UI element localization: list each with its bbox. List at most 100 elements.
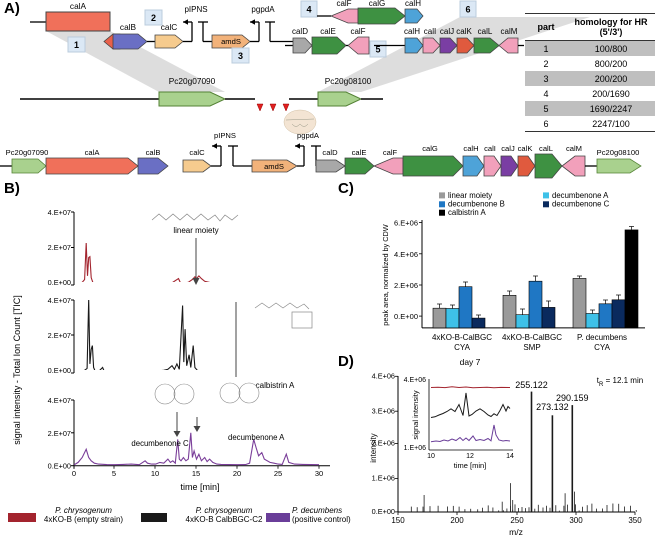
svg-text:4.E+06: 4.E+06 [404, 377, 426, 384]
svg-text:calF: calF [336, 0, 351, 8]
svg-text:calB: calB [120, 22, 137, 32]
svg-text:calJ: calJ [501, 144, 515, 153]
svg-text:14: 14 [506, 453, 514, 460]
svg-text:20: 20 [233, 469, 241, 478]
svg-text:intensity: intensity [369, 433, 378, 462]
svg-text:calH: calH [404, 27, 420, 36]
svg-text:calF: calF [350, 27, 365, 36]
svg-text:calL: calL [478, 27, 493, 36]
svg-text:4xKO-B-CalBGC: 4xKO-B-CalBGC [502, 333, 562, 342]
svg-text:pIPNS: pIPNS [214, 131, 236, 140]
svg-text:300: 300 [569, 516, 583, 525]
svg-text:calA: calA [70, 1, 87, 11]
svg-text:0.E+00: 0.E+00 [48, 366, 71, 375]
svg-text:350: 350 [628, 516, 642, 525]
svg-text:signal intensity: signal intensity [411, 390, 420, 439]
svg-text:4.E+06: 4.E+06 [372, 372, 395, 381]
svg-text:273.132: 273.132 [536, 402, 569, 412]
svg-text:4: 4 [306, 5, 311, 15]
svg-text:30: 30 [315, 469, 323, 478]
svg-text:calG: calG [422, 144, 438, 153]
svg-text:SMP: SMP [523, 343, 540, 352]
svg-text:4.E+07: 4.E+07 [48, 208, 71, 217]
svg-text:calD: calD [292, 27, 308, 36]
svg-text:calbistrin A: calbistrin A [256, 381, 295, 390]
svg-text:2.E+06: 2.E+06 [394, 281, 418, 290]
svg-text:6.E+06: 6.E+06 [394, 219, 418, 228]
svg-text:0.E+00: 0.E+00 [372, 507, 395, 516]
svg-text:150: 150 [391, 516, 405, 525]
svg-text:1: 1 [74, 40, 79, 50]
svg-text:decumbenone C: decumbenone C [552, 200, 610, 209]
svg-text:linear moiety: linear moiety [173, 226, 218, 235]
svg-text:calM: calM [501, 27, 518, 36]
svg-text:calB: calB [146, 148, 161, 157]
svg-text:Pc20g07090: Pc20g07090 [169, 76, 216, 86]
svg-text:amdS: amdS [264, 162, 284, 171]
svg-text:CYA: CYA [454, 343, 471, 352]
svg-text:day 7: day 7 [460, 357, 481, 367]
svg-text:calF: calF [383, 148, 398, 157]
svg-text:2: 2 [151, 13, 156, 23]
svg-text:5: 5 [112, 469, 116, 478]
svg-text:0: 0 [72, 469, 76, 478]
svg-text:calE: calE [320, 27, 336, 36]
svg-text:255.122: 255.122 [515, 380, 548, 390]
svg-text:time [min]: time [min] [454, 461, 487, 470]
svg-text:time [min]: time [min] [180, 482, 219, 492]
svg-text:calD: calD [322, 148, 338, 157]
svg-text:decumbenone C: decumbenone C [131, 439, 189, 448]
svg-text:1.E+06: 1.E+06 [372, 474, 395, 483]
svg-text:pgpdA: pgpdA [297, 131, 320, 140]
svg-text:calL: calL [539, 144, 553, 153]
svg-text:0.E+00: 0.E+00 [48, 278, 71, 287]
svg-text:calE: calE [352, 148, 367, 157]
svg-text:pgpdA: pgpdA [251, 5, 275, 14]
svg-text:calG: calG [369, 0, 385, 8]
svg-text:4.E+07: 4.E+07 [48, 296, 71, 305]
svg-text:calH: calH [405, 0, 421, 8]
svg-text:P. decumbens: P. decumbens [577, 333, 627, 342]
svg-text:4.E+06: 4.E+06 [394, 250, 418, 259]
svg-text:calI: calI [424, 27, 436, 36]
svg-text:3: 3 [238, 51, 243, 61]
svg-text:calI: calI [484, 144, 496, 153]
svg-text:0.E+00: 0.E+00 [394, 312, 418, 321]
svg-text:calC: calC [189, 148, 205, 157]
svg-text:Pc20g08100: Pc20g08100 [325, 76, 372, 86]
svg-text:10: 10 [151, 469, 159, 478]
svg-text:200: 200 [450, 516, 464, 525]
svg-text:calC: calC [161, 22, 178, 32]
svg-text:m/z: m/z [509, 527, 523, 537]
svg-text:amdS: amdS [221, 37, 241, 46]
svg-text:2.E+07: 2.E+07 [48, 331, 71, 340]
svg-text:calA: calA [85, 148, 101, 157]
svg-text:2.E+07: 2.E+07 [48, 429, 71, 438]
svg-text:calH: calH [463, 144, 478, 153]
svg-text:signal intensity - Total Ion C: signal intensity - Total Ion Count [TIC] [12, 295, 22, 444]
svg-text:2.E+07: 2.E+07 [48, 243, 71, 252]
svg-text:6: 6 [465, 5, 470, 15]
svg-text:1.E+06: 1.E+06 [404, 445, 426, 452]
svg-text:peak area, normalized by CDW: peak area, normalized by CDW [381, 224, 390, 325]
svg-text:Pc20g08100: Pc20g08100 [597, 148, 640, 157]
svg-text:15: 15 [192, 469, 200, 478]
svg-text:290.159: 290.159 [556, 393, 589, 403]
svg-text:calM: calM [566, 144, 582, 153]
svg-text:Pc20g07090: Pc20g07090 [6, 148, 49, 157]
svg-text:calK: calK [456, 27, 472, 36]
svg-text:25: 25 [274, 469, 282, 478]
svg-text:pIPNS: pIPNS [184, 5, 207, 14]
svg-text:decumbenone A: decumbenone A [228, 433, 285, 442]
svg-text:4xKO-B-CalBGC: 4xKO-B-CalBGC [432, 333, 492, 342]
svg-text:0.E+00: 0.E+00 [48, 462, 71, 471]
svg-text:calK: calK [518, 144, 533, 153]
svg-text:calJ: calJ [440, 27, 454, 36]
svg-text:calbistrin A: calbistrin A [448, 208, 487, 217]
svg-text:tR = 12.1 min: tR = 12.1 min [597, 376, 643, 388]
svg-text:12: 12 [466, 453, 474, 460]
svg-text:4.E+07: 4.E+07 [48, 396, 71, 405]
svg-text:3.E+06: 3.E+06 [372, 406, 395, 415]
svg-text:CYA: CYA [594, 343, 611, 352]
svg-text:decumbenone A: decumbenone A [552, 191, 609, 200]
